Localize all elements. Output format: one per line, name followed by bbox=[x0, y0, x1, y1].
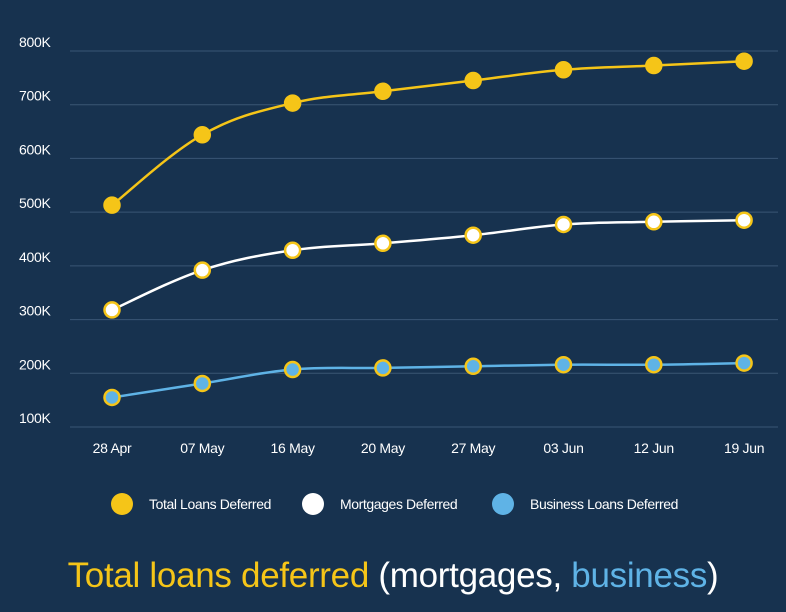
data-point[interactable] bbox=[193, 261, 212, 279]
gridlines bbox=[70, 50, 778, 428]
x-tick-label: 19 Jun bbox=[724, 440, 764, 456]
legend: Total Loans Deferred Mortgages Deferred Bu… bbox=[111, 493, 678, 515]
y-tick-label: 700K bbox=[19, 88, 51, 104]
x-tick-label: 16 May bbox=[271, 440, 315, 456]
data-point[interactable] bbox=[103, 196, 121, 214]
x-tick-label: 12 Jun bbox=[634, 440, 674, 456]
legend-label: Business Loans Deferred bbox=[530, 496, 678, 512]
legend-swatch bbox=[111, 493, 133, 515]
data-point[interactable] bbox=[735, 211, 753, 229]
legend-label: Mortgages Deferred bbox=[340, 496, 457, 512]
data-point[interactable] bbox=[735, 52, 753, 70]
y-tick-label: 400K bbox=[19, 249, 51, 265]
caption-part-close: ) bbox=[707, 556, 719, 595]
caption-part-total: Total loans deferred bbox=[67, 556, 370, 595]
data-point[interactable] bbox=[554, 215, 573, 234]
data-point[interactable] bbox=[374, 234, 392, 253]
data-point[interactable] bbox=[645, 355, 663, 374]
caption-part-business: business bbox=[571, 556, 708, 595]
y-axis-labels: 100K 200K 300K 400K 500K 600K 700K 800K bbox=[19, 34, 52, 426]
y-tick-label: 600K bbox=[19, 141, 51, 157]
x-tick-label: 27 May bbox=[451, 440, 495, 456]
y-tick-label: 100K bbox=[19, 410, 51, 426]
data-point[interactable] bbox=[193, 126, 212, 144]
x-tick-label: 03 Jun bbox=[543, 440, 583, 456]
data-point[interactable] bbox=[283, 94, 302, 112]
y-tick-label: 800K bbox=[19, 34, 51, 50]
data-point[interactable] bbox=[103, 301, 121, 319]
data-point[interactable] bbox=[103, 388, 121, 407]
data-point[interactable] bbox=[464, 226, 482, 244]
x-tick-label: 28 Apr bbox=[93, 440, 132, 456]
y-tick-label: 300K bbox=[19, 303, 51, 319]
caption-part-open: (mortgages, bbox=[369, 556, 572, 595]
data-point[interactable] bbox=[283, 360, 302, 379]
x-tick-label: 20 May bbox=[361, 440, 405, 456]
data-point[interactable] bbox=[735, 354, 753, 372]
legend-item: Mortgages Deferred bbox=[302, 493, 458, 515]
data-point[interactable] bbox=[464, 357, 482, 376]
y-tick-label: 200K bbox=[19, 356, 51, 372]
series-0 bbox=[103, 52, 753, 214]
legend-swatch bbox=[302, 493, 324, 515]
legend-item: Business Loans Deferred bbox=[492, 493, 678, 515]
x-axis-labels: 28 Apr 07 May 16 May 20 May 27 May 03 Jun 12 J… bbox=[93, 440, 765, 456]
series-line bbox=[111, 361, 745, 399]
data-point[interactable] bbox=[374, 82, 392, 101]
chart-caption: Total loans deferred (mortgages, busines… bbox=[0, 556, 786, 596]
data-point[interactable] bbox=[283, 241, 302, 260]
series-line bbox=[111, 218, 745, 312]
legend-label: Total Loans Deferred bbox=[149, 496, 271, 512]
data-point[interactable] bbox=[554, 355, 573, 374]
line-chart: 100K 200K 300K 400K 500K 600K 700K 800K 28 Apr 0… bbox=[19, 34, 778, 515]
y-tick-label: 500K bbox=[19, 195, 51, 211]
legend-item: Total Loans Deferred bbox=[111, 493, 271, 515]
data-point[interactable] bbox=[193, 374, 212, 393]
data-point[interactable] bbox=[464, 71, 482, 90]
series-1 bbox=[103, 211, 753, 319]
data-point[interactable] bbox=[554, 61, 573, 79]
series-group bbox=[103, 52, 753, 407]
series-2 bbox=[103, 354, 753, 407]
data-point[interactable] bbox=[374, 359, 392, 377]
data-point[interactable] bbox=[645, 213, 663, 231]
legend-swatch bbox=[492, 493, 514, 515]
x-tick-label: 07 May bbox=[180, 440, 224, 456]
data-point[interactable] bbox=[645, 56, 663, 75]
